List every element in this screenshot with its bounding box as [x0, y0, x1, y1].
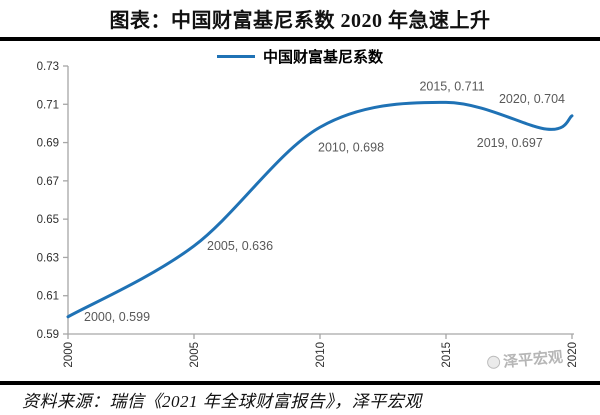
top-rule: [0, 37, 600, 41]
data-label: 2000, 0.599: [84, 310, 150, 324]
y-tick-label: 0.69: [37, 138, 59, 150]
y-tick-label: 0.67: [37, 176, 59, 188]
y-tick-label: 0.61: [37, 291, 59, 303]
x-tick-label: 2005: [189, 342, 201, 368]
series-line: [66, 100, 574, 319]
y-tick-label: 0.71: [37, 99, 59, 111]
source-note: 资料来源：瑞信《2021 年全球财富报告》，泽平宏观: [22, 392, 422, 411]
data-label: 2020, 0.704: [499, 92, 565, 106]
x-tick-label: 2000: [63, 342, 75, 368]
x-tick-label: 2010: [315, 342, 327, 368]
y-tick-label: 0.73: [37, 61, 59, 73]
y-tick-label: 0.63: [37, 252, 59, 264]
data-label: 2019, 0.697: [477, 136, 543, 150]
y-tick-label: 0.59: [37, 329, 59, 341]
legend: 中国财富基尼系数: [0, 46, 600, 67]
y-tick-label: 0.65: [37, 214, 59, 226]
data-label: 2005, 0.636: [207, 239, 273, 253]
bottom-rule: [0, 381, 600, 385]
data-label: 2015, 0.711: [419, 79, 484, 93]
x-tick-label: 2020: [567, 342, 579, 368]
data-label: 2010, 0.698: [318, 140, 384, 154]
x-tick-label: 2015: [441, 342, 453, 368]
legend-label: 中国财富基尼系数: [262, 49, 383, 66]
chart-title: 图表：中国财富基尼系数 2020 年急速上升: [109, 10, 491, 32]
legend-line-swatch: [216, 55, 255, 58]
